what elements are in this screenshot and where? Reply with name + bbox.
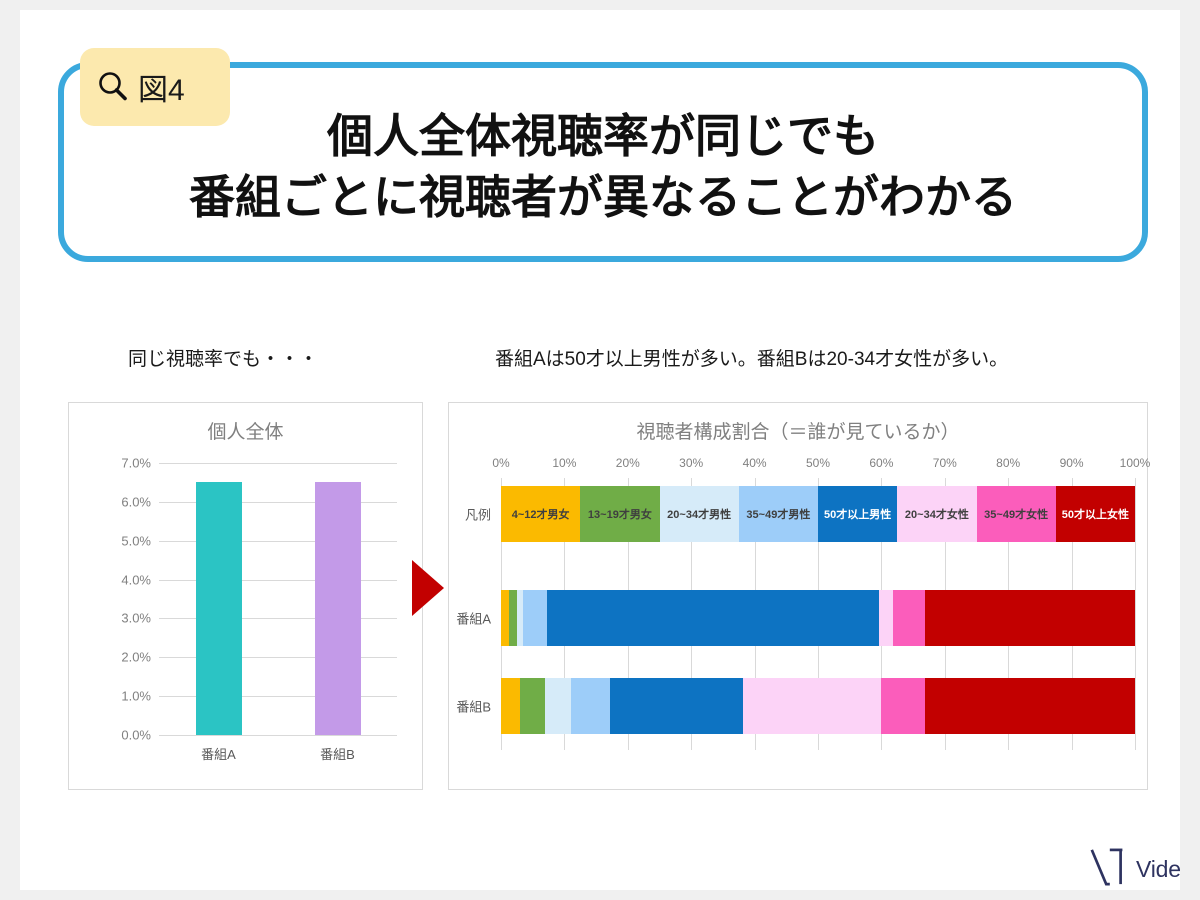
- chart-panel-viewer-composition: 視聴者構成割合（＝誰が見ているか） 0% 10% 20% 30% 40% 50% 60% 70…: [448, 402, 1150, 790]
- figure-badge-label: 図4: [138, 74, 185, 107]
- y-gridline: 4.0%: [121, 572, 397, 587]
- stacked-bar-segment: 20~34才女性: [897, 486, 977, 542]
- legend-item-label: 20~34才女性: [904, 509, 969, 521]
- stacked-bar-segment: [509, 590, 518, 646]
- title-line-2: 番組ごとに視聴者が異なることがわかる: [189, 171, 1017, 223]
- right-arrow-icon: [412, 558, 444, 618]
- x-axis-tick-label: 100%: [1119, 456, 1151, 470]
- y-gridline: 5.0%: [121, 533, 397, 548]
- stacked-bar-segment: 50才以上男性: [818, 486, 898, 542]
- stacked-bar-segment: 4~12才男女: [501, 486, 581, 542]
- stacked-bar-segment: [520, 678, 546, 734]
- y-axis-tick-label: 3.0%: [121, 610, 151, 626]
- x-axis-tick-label: 20%: [615, 456, 640, 470]
- stacked-bar-segment: 13~19才男女: [580, 486, 660, 542]
- column-bar: [314, 482, 361, 735]
- y-gridline: 1.0%: [121, 689, 397, 704]
- y-gridline: 7.0%: [121, 456, 397, 471]
- stacked-bar-segment: [501, 590, 510, 646]
- x-axis-tick-label: 80%: [996, 456, 1021, 470]
- stacked-bar-segment: 35~49才女性: [976, 486, 1056, 542]
- stacked-bar-segment: [879, 590, 893, 646]
- x-axis-tick-label: 10%: [552, 456, 577, 470]
- stacked-bar-segment: 20~34才男性: [659, 486, 739, 542]
- legend-item-label: 20~34才男性: [667, 509, 732, 521]
- stacked-bar-row: 番組B: [456, 678, 1135, 734]
- caption-right: 番組Aは50才以上男性が多い。番組Bは20-34才女性が多い。: [495, 349, 1009, 370]
- y-axis-tick-label: 4.0%: [121, 572, 151, 588]
- x-axis-tick-label: 40%: [742, 456, 767, 470]
- legend-item-label: 13~19才男女: [587, 509, 652, 521]
- stacked-bar-segment: [523, 590, 548, 646]
- stacked-bar-segment: [925, 590, 1135, 646]
- stacked-bar-segment: 50才以上女性: [1055, 486, 1135, 542]
- x-axis-category-label: 番組A: [201, 747, 236, 762]
- magnifier-icon: [96, 70, 130, 104]
- stacked-bar-segment: [881, 678, 926, 734]
- x-axis-tick-label: 90%: [1059, 456, 1084, 470]
- y-axis-tick-label: 1.0%: [121, 688, 151, 704]
- right-chart-plot-area: 0% 10% 20% 30% 40% 50% 60% 70% 80% 90% 100% 凡例 4~12才…: [456, 456, 1150, 750]
- stacked-bar-segment: [570, 678, 611, 734]
- stacked-bar-segment: 35~49才男性: [738, 486, 818, 542]
- x-axis-tick-label: 0%: [492, 456, 510, 470]
- column-bar: [195, 482, 242, 735]
- chart-panel-individual-total: 個人全体 0.0% 1.0% 2.0% 3.0% 4.0% 5.0% 6.0% 7.0% 番組A…: [68, 402, 423, 790]
- legend-item-label: 50才以上女性: [1061, 509, 1129, 521]
- logo-text: Video Research: [1136, 856, 1180, 882]
- x-axis-tick-label: 70%: [932, 456, 957, 470]
- y-gridline: 0.0%: [121, 728, 397, 743]
- y-axis-tick-label: 5.0%: [121, 533, 151, 549]
- legend-item-label: 4~12才男女: [511, 509, 570, 521]
- video-research-logo: Video Research: [1090, 846, 1180, 890]
- stacked-bar-segment: [610, 678, 744, 734]
- y-axis-tick-label: 7.0%: [121, 455, 151, 471]
- page-title: 個人全体視聴率が同じでも 番組ごとに視聴者が異なることがわかる: [58, 92, 1148, 242]
- stacked-bar-segment: [545, 678, 571, 734]
- row-category-label: 番組A: [456, 611, 491, 627]
- x-gridline: 100%: [1120, 456, 1150, 750]
- right-chart-title: 視聴者構成割合（＝誰が見ているか）: [636, 422, 960, 443]
- logo-mark-icon: [1090, 846, 1126, 890]
- slide-canvas: 個人全体視聴率が同じでも 番組ごとに視聴者が異なることがわかる 図4 同じ視聴率…: [20, 10, 1180, 890]
- stacked-bar-segment: [892, 590, 926, 646]
- y-gridline: 2.0%: [121, 650, 397, 665]
- y-axis-tick-label: 0.0%: [121, 727, 151, 743]
- legend-item-label: 35~49才女性: [984, 509, 1049, 521]
- title-box: [58, 62, 1148, 262]
- stacked-bar-segment: [925, 678, 1135, 734]
- caption-left: 同じ視聴率でも・・・: [128, 349, 319, 370]
- x-axis-category-label: 番組B: [320, 747, 355, 762]
- y-axis-tick-label: 2.0%: [121, 649, 151, 665]
- x-axis-tick-label: 50%: [805, 456, 831, 470]
- left-chart-plot-area: 0.0% 1.0% 2.0% 3.0% 4.0% 5.0% 6.0% 7.0% 番組A 番組B: [121, 456, 397, 762]
- stacked-bar-row: 番組A: [456, 590, 1135, 646]
- y-axis-tick-label: 6.0%: [121, 494, 151, 510]
- title-line-1: 個人全体視聴率が同じでも: [327, 109, 879, 162]
- figure-badge: 図4: [80, 48, 230, 126]
- stacked-bar-segment: [517, 590, 524, 646]
- left-chart-title: 個人全体: [207, 422, 284, 443]
- y-gridline: 3.0%: [121, 611, 397, 626]
- stacked-bar-row: 凡例 4~12才男女 13~19才男女 20~34才男性 35~49才男性 50才以上男性…: [465, 486, 1135, 542]
- row-category-label: 凡例: [464, 507, 491, 523]
- stacked-bar-segment: [501, 678, 521, 734]
- stacked-bar-segment: [547, 590, 880, 646]
- x-axis-tick-label: 60%: [869, 456, 894, 470]
- x-axis-tick-label: 30%: [679, 456, 704, 470]
- legend-item-label: 35~49才男性: [746, 509, 811, 521]
- stacked-bar-segment: [743, 678, 882, 734]
- legend-item-label: 50才以上男性: [824, 509, 892, 521]
- y-gridline: 6.0%: [121, 494, 397, 509]
- row-category-label: 番組B: [456, 699, 491, 715]
